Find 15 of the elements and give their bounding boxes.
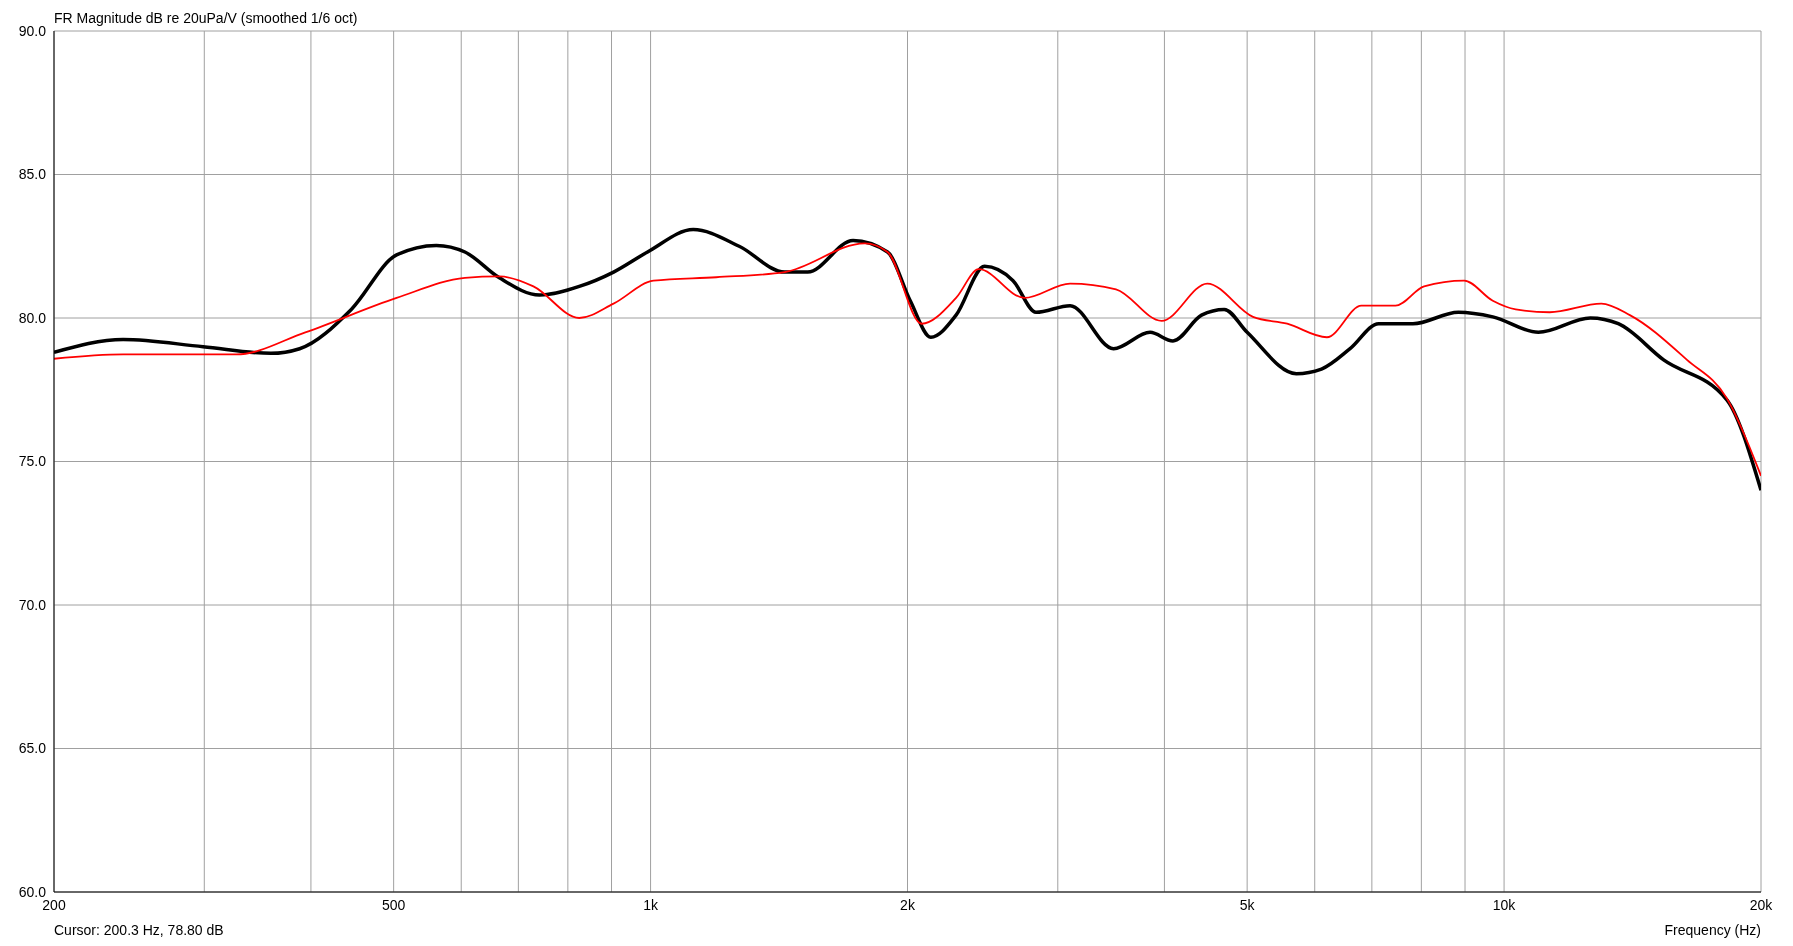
x-tick-label: 500 <box>381 896 406 913</box>
y-tick-label: 70.0 <box>18 596 47 613</box>
x-tick-label: 1k <box>643 896 659 913</box>
y-tick-label: 90.0 <box>18 22 47 39</box>
x-tick-label: 10k <box>1492 896 1517 913</box>
x-axis-title: Frequency (Hz) <box>1664 922 1761 938</box>
chart-title: FR Magnitude dB re 20uPa/V (smoothed 1/6 oct) <box>54 10 358 26</box>
text: Cursor: 200.3 Hz, 78.80 dB <box>54 922 224 938</box>
y-tick-label: 65.0 <box>18 740 47 757</box>
x-tick-label: 20k <box>1749 896 1774 913</box>
x-tick-label: 2k <box>900 896 916 913</box>
x-tick-label: 5k <box>1239 896 1256 913</box>
y-tick-label: 85.0 <box>18 166 47 183</box>
y-tick-label: 75.0 <box>18 453 47 470</box>
y-tick-label: 80.0 <box>18 309 47 326</box>
